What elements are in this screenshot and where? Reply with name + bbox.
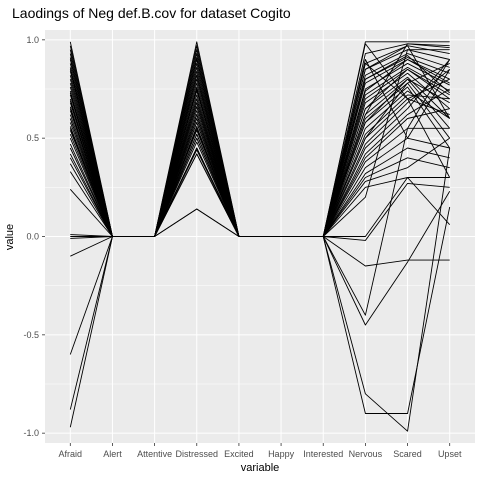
x-axis-title: variable — [241, 462, 280, 474]
y-tick-label: 0.0 — [26, 232, 39, 242]
y-tick-label: -0.5 — [23, 330, 39, 340]
y-axis: -1.0 -0.5 0.0 0.5 1.0 — [23, 35, 45, 438]
x-tick-label: Attentive — [137, 449, 172, 459]
x-tick-label: Interested — [303, 449, 343, 459]
x-tick-label: Distressed — [176, 449, 219, 459]
y-tick-label: 0.5 — [26, 133, 39, 143]
x-tick-label: Afraid — [59, 449, 83, 459]
y-axis-title: value — [4, 224, 16, 250]
series-line — [69, 63, 450, 237]
y-tick-label: 1.0 — [26, 35, 39, 45]
y-tick-label: -1.0 — [23, 428, 39, 438]
x-axis: Afraid Alert Attentive Distressed Excited Hap… — [59, 443, 462, 459]
chart-title: Laodings of Neg def.B.cov for dataset Co… — [12, 5, 291, 21]
x-tick-label: Happy — [268, 449, 295, 459]
series-layer — [69, 41, 451, 432]
x-tick-label: Nervous — [349, 449, 383, 459]
x-tick-label: Alert — [103, 449, 122, 459]
x-tick-label: Upset — [438, 449, 462, 459]
x-tick-label: Excited — [224, 449, 254, 459]
x-tick-label: Scared — [393, 449, 422, 459]
